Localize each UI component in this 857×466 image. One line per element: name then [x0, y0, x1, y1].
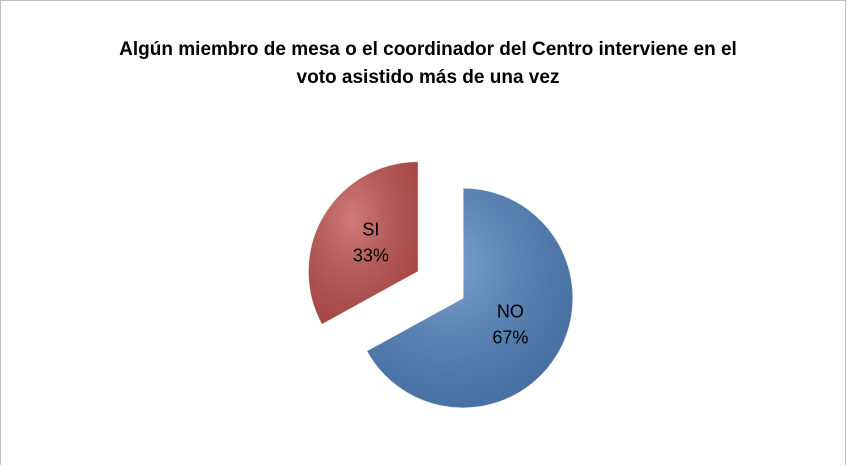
chart-title: Algún miembro de mesa o el coordinador d…	[119, 39, 737, 88]
slice-value-label: 33%	[353, 245, 389, 265]
slice-label: SI	[362, 219, 379, 239]
pie-slice	[307, 161, 419, 326]
slice-label: NO	[497, 302, 524, 322]
slice-value-label: 67%	[492, 328, 528, 348]
